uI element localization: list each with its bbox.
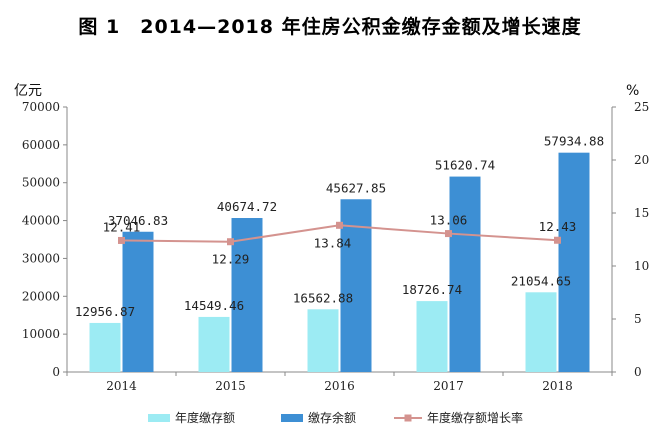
bar-annual-deposit (416, 301, 448, 372)
legend-growth-rate-marker (404, 414, 412, 422)
left-axis-unit: 亿元 (14, 83, 42, 99)
legend-annual-deposit-swatch (148, 414, 170, 422)
data-label-annual-deposit: 21054.65 (511, 273, 571, 288)
point-growth-rate (554, 236, 561, 244)
data-label-deposit-balance: 40674.72 (217, 199, 277, 214)
data-label-growth-rate: 12.29 (212, 252, 250, 267)
right-tick-label: 0 (634, 365, 642, 379)
data-label-growth-rate: 13.84 (314, 235, 352, 250)
data-label-annual-deposit: 12956.87 (75, 304, 135, 319)
bar-deposit-balance (449, 176, 481, 372)
x-tick-label: 2014 (106, 379, 137, 393)
bar-deposit-balance (558, 152, 590, 372)
left-tick-label: 50000 (22, 176, 60, 190)
right-tick-label: 25 (634, 100, 649, 114)
right-tick-label: 15 (634, 206, 649, 220)
legend-deposit-balance-swatch (281, 414, 303, 422)
data-label-growth-rate: 12.43 (539, 219, 577, 234)
chart-title: 图 1 2014—2018 年住房公积金缴存金额及增长速度 (78, 16, 582, 38)
point-growth-rate (445, 230, 452, 238)
bar-deposit-balance (231, 218, 263, 372)
data-label-growth-rate: 13.06 (430, 213, 468, 228)
right-tick-label: 5 (634, 312, 642, 326)
right-tick-label: 20 (634, 153, 649, 167)
point-growth-rate (227, 238, 234, 246)
left-tick-label: 30000 (22, 251, 60, 265)
data-label-deposit-balance: 37046.83 (108, 213, 168, 228)
legend-growth-rate-label: 年度缴存额增长率 (427, 410, 523, 425)
x-tick-label: 2018 (542, 379, 573, 393)
data-label-deposit-balance: 45627.85 (326, 180, 386, 195)
data-label-deposit-balance: 51620.74 (435, 158, 495, 173)
left-tick-label: 0 (52, 365, 60, 379)
data-label-growth-rate: 12.41 (103, 219, 141, 234)
bar-annual-deposit (89, 322, 121, 372)
left-tick-label: 60000 (22, 138, 60, 152)
x-tick-label: 2017 (433, 379, 464, 393)
legend-annual-deposit-label: 年度缴存额 (175, 410, 235, 425)
right-axis-unit: % (626, 83, 639, 99)
bar-annual-deposit (198, 316, 230, 372)
left-tick-label: 20000 (22, 289, 60, 303)
bar-annual-deposit (307, 309, 339, 372)
left-tick-label: 40000 (22, 214, 60, 228)
bar-annual-deposit (525, 292, 557, 372)
left-tick-label: 10000 (22, 327, 60, 341)
x-tick-label: 2015 (215, 379, 246, 393)
x-tick-label: 2016 (324, 379, 355, 393)
data-label-annual-deposit: 14549.46 (184, 298, 244, 313)
data-label-deposit-balance: 57934.88 (544, 134, 604, 149)
left-tick-label: 70000 (22, 100, 60, 114)
point-growth-rate (336, 221, 343, 229)
data-label-annual-deposit: 16562.88 (293, 290, 353, 305)
legend-deposit-balance-label: 缴存余额 (308, 410, 356, 425)
data-label-annual-deposit: 18726.74 (402, 282, 462, 297)
point-growth-rate (118, 236, 125, 244)
bar-deposit-balance (122, 231, 154, 372)
right-tick-label: 10 (634, 259, 649, 273)
